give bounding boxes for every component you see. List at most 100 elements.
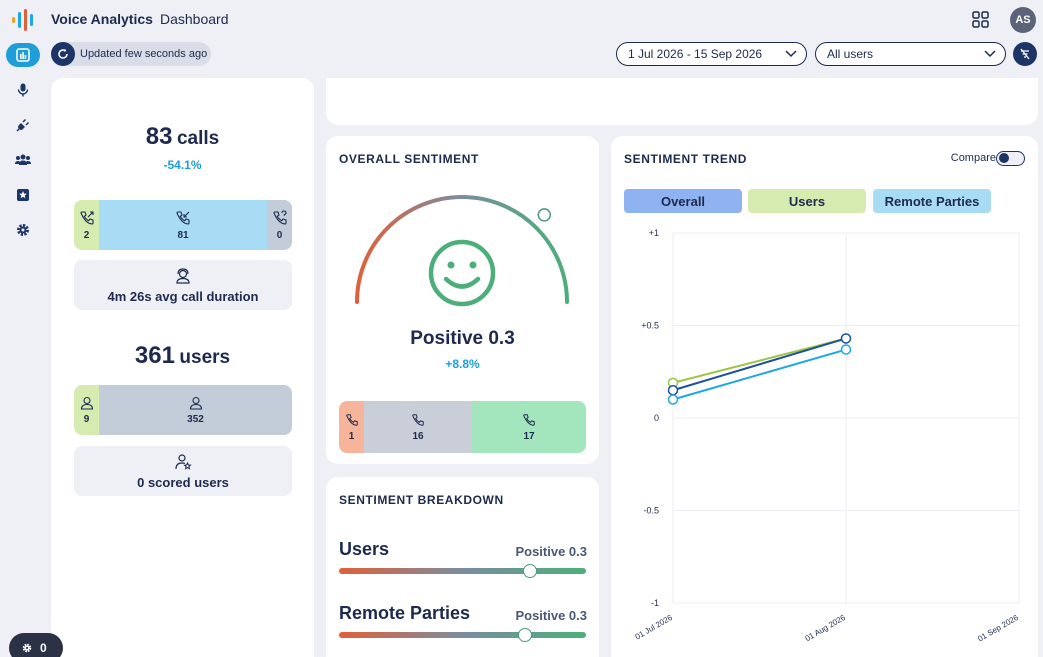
user-avatar[interactable]: AS bbox=[1010, 7, 1036, 33]
apps-grid-icon[interactable] bbox=[972, 11, 989, 28]
data-point bbox=[840, 344, 852, 355]
sentiment-trend-chart: +1 +0.5 0 -0.5 -1 01 Jul 2026 01 Aug 2026 01 Se… bbox=[634, 228, 1021, 643]
user-icon bbox=[189, 396, 202, 410]
users-icon bbox=[15, 154, 31, 165]
y-tick-label: -0.5 bbox=[643, 506, 659, 516]
inbound-count: 81 bbox=[177, 229, 189, 241]
y-tick-label: +0.5 bbox=[641, 321, 659, 331]
sidebar-item-integrations[interactable] bbox=[6, 113, 40, 137]
tab-users[interactable]: Users bbox=[748, 189, 866, 213]
user-filter-select[interactable]: All users bbox=[815, 42, 1006, 66]
sentiment-breakdown-title: SENTIMENT BREAKDOWN bbox=[339, 493, 504, 507]
y-tick-label: +1 bbox=[649, 228, 659, 238]
sidebar-item-scoring[interactable] bbox=[6, 183, 40, 207]
phone-icon bbox=[412, 413, 424, 426]
top-panel bbox=[326, 78, 1038, 125]
call-direction-bar: 2 81 0 bbox=[74, 200, 292, 250]
active-users-segment[interactable]: 9 bbox=[74, 385, 99, 435]
clear-filter-button[interactable] bbox=[1013, 42, 1037, 66]
sentiment-gauge bbox=[355, 195, 569, 307]
negative-calls-segment[interactable]: 1 bbox=[339, 401, 364, 453]
page-title: Dashboard bbox=[160, 11, 229, 27]
summary-card: 83 calls -54.1% 2 81 0 bbox=[51, 78, 314, 657]
sidebar-item-recordings[interactable] bbox=[6, 78, 40, 102]
breakdown-remote-value: Positive 0.3 bbox=[515, 608, 587, 623]
agent-headset-icon bbox=[176, 267, 190, 284]
outbound-calls-segment[interactable]: 2 bbox=[74, 200, 99, 250]
voice-analytics-logo bbox=[12, 9, 33, 31]
users-stat: 361 users bbox=[51, 342, 314, 370]
breakdown-remote-knob bbox=[517, 628, 532, 642]
phone-icon bbox=[523, 413, 535, 426]
calls-unit: calls bbox=[176, 128, 220, 149]
unknown-call-icon bbox=[272, 209, 287, 225]
sentiment-breakdown-card: SENTIMENT BREAKDOWN Users Positive 0.3 R… bbox=[326, 477, 599, 657]
sidebar-item-dashboard[interactable] bbox=[6, 43, 40, 67]
unknown-calls-segment[interactable]: 0 bbox=[267, 200, 292, 250]
date-range-value: 1 Jul 2026 - 15 Sep 2026 bbox=[628, 47, 763, 61]
user-star-icon bbox=[175, 453, 192, 470]
support-widget-button[interactable]: 0 bbox=[9, 633, 63, 657]
scored-users-box: 0 scored users bbox=[74, 446, 292, 496]
sidebar-item-settings[interactable] bbox=[6, 218, 40, 242]
sentiment-delta: +8.8% bbox=[445, 357, 480, 371]
top-bar: Voice Analytics Dashboard AS bbox=[0, 0, 1043, 38]
neutral-calls-segment[interactable]: 16 bbox=[364, 401, 472, 453]
positive-calls-segment[interactable]: 17 bbox=[472, 401, 586, 453]
y-tick-label: -1 bbox=[651, 598, 659, 608]
data-point bbox=[667, 394, 679, 405]
data-point bbox=[840, 333, 852, 344]
overall-sentiment-card: OVERALL SENTIMENT Positive 0.3 +8.8% 1 bbox=[326, 136, 599, 464]
support-count: 0 bbox=[40, 641, 47, 655]
positive-count: 17 bbox=[523, 430, 535, 442]
inactive-users-count: 352 bbox=[187, 413, 204, 425]
series-line bbox=[672, 337, 847, 392]
sentiment-trend-title: SENTIMENT TREND bbox=[624, 152, 747, 166]
gear-icon bbox=[22, 643, 32, 653]
toggle-knob bbox=[999, 153, 1009, 163]
user-activity-bar: 9 352 bbox=[74, 385, 292, 435]
bar-chart-icon bbox=[16, 48, 30, 62]
avg-duration-text: 4m 26s avg call duration bbox=[107, 288, 259, 304]
users-unit: users bbox=[179, 347, 231, 368]
tab-remote-parties[interactable]: Remote Parties bbox=[873, 189, 991, 213]
inbound-calls-segment[interactable]: 81 bbox=[99, 200, 267, 250]
sidebar bbox=[0, 38, 46, 657]
user-filter-value: All users bbox=[827, 47, 874, 61]
plug-icon bbox=[16, 118, 30, 132]
compare-toggle[interactable] bbox=[996, 151, 1025, 166]
neutral-count: 16 bbox=[412, 430, 424, 442]
refresh-button[interactable] bbox=[51, 42, 75, 66]
data-point bbox=[667, 385, 679, 396]
breakdown-remote-track bbox=[339, 628, 586, 642]
sidebar-item-users[interactable] bbox=[6, 148, 40, 172]
series-line bbox=[672, 348, 847, 401]
phone-icon bbox=[345, 413, 358, 426]
breakdown-users-knob bbox=[522, 564, 537, 578]
breakdown-remote-label: Remote Parties bbox=[339, 603, 471, 623]
sentiment-distribution-bar: 1 16 17 bbox=[339, 401, 586, 453]
sentiment-trend-card: SENTIMENT TREND Compare Overall Users Re… bbox=[611, 136, 1038, 657]
sentiment-label: Positive 0.3 bbox=[410, 328, 515, 349]
date-range-select[interactable]: 1 Jul 2026 - 15 Sep 2026 bbox=[616, 42, 807, 66]
chevron-down-icon bbox=[785, 50, 797, 58]
active-users-count: 9 bbox=[83, 413, 90, 425]
star-icon bbox=[17, 189, 29, 201]
inactive-users-segment[interactable]: 352 bbox=[99, 385, 292, 435]
outbound-count: 2 bbox=[83, 229, 90, 241]
compare-label: Compare bbox=[950, 152, 996, 164]
outgoing-call-icon bbox=[79, 210, 94, 225]
users-count: 361 bbox=[134, 342, 175, 369]
tab-overall[interactable]: Overall bbox=[624, 189, 742, 213]
microphone-icon bbox=[17, 83, 29, 97]
incoming-call-icon bbox=[176, 210, 190, 225]
series-line bbox=[672, 337, 847, 384]
gauge-indicator bbox=[537, 208, 552, 222]
calls-stat: 83 calls bbox=[51, 123, 314, 151]
breakdown-users-track bbox=[339, 564, 586, 578]
negative-count: 1 bbox=[348, 430, 355, 442]
refresh-text: Updated few seconds ago bbox=[80, 48, 208, 60]
calls-delta: -54.1% bbox=[163, 158, 202, 172]
x-tick-label: 01 Jul 2026 bbox=[634, 613, 675, 642]
smiley-face-icon bbox=[428, 239, 496, 307]
